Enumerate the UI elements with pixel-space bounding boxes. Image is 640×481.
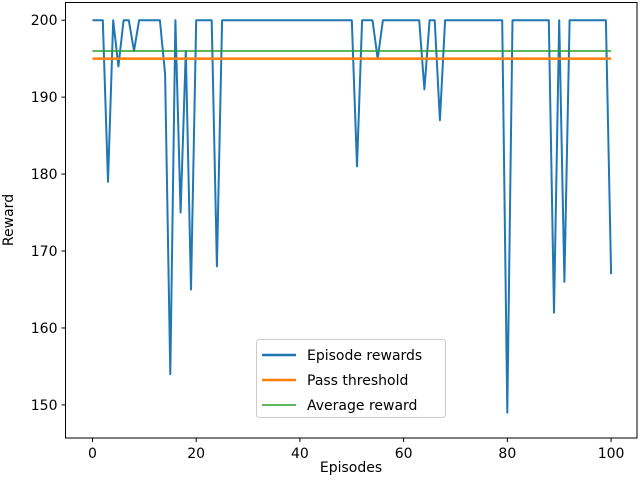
y-tick-label: 160: [31, 321, 58, 337]
y-tick-label: 170: [31, 244, 58, 260]
x-tick-label: 40: [291, 446, 309, 462]
y-tick-label: 190: [31, 90, 58, 106]
axis-ticks: 0 20 40 60 80 100 150 160 170 180 190 200: [31, 13, 625, 462]
x-tick-label: 0: [88, 446, 97, 462]
legend-box: [256, 339, 446, 418]
legend: Episode rewards Pass threshold Average r…: [256, 339, 446, 418]
y-tick-label: 180: [31, 167, 58, 183]
x-axis-label: Episodes: [320, 460, 382, 476]
legend-label-episode-rewards: Episode rewards: [307, 348, 422, 364]
axes-frame: [65, 2, 638, 439]
y-axis-label: Reward: [1, 194, 17, 246]
legend-label-average-reward: Average reward: [307, 398, 417, 414]
x-tick-label: 100: [598, 446, 625, 462]
legend-label-pass-threshold: Pass threshold: [307, 373, 408, 389]
x-tick-label: 60: [395, 446, 413, 462]
series-episode-rewards: [92, 19, 613, 414]
x-tick-label: 80: [498, 446, 516, 462]
x-tick-label: 20: [187, 446, 205, 462]
y-tick-label: 200: [31, 13, 58, 29]
y-tick-label: 150: [31, 398, 58, 414]
plot-lines: [92, 19, 613, 414]
